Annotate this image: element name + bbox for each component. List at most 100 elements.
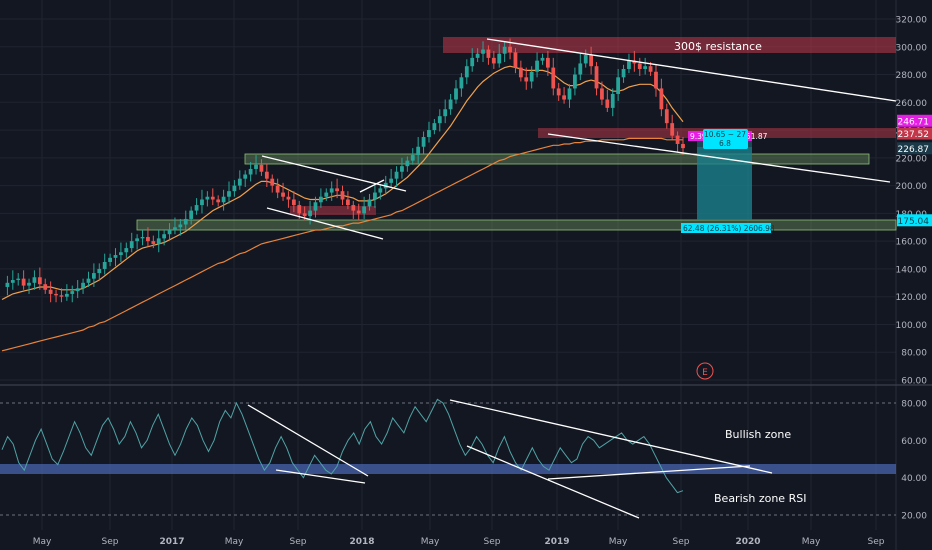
time-tick-label: May [802, 537, 821, 547]
candle-body [616, 77, 621, 94]
price-tick-label: 300.00 [896, 43, 928, 53]
candle-body [573, 74, 577, 89]
rsi-trendline-2019-low [466, 445, 640, 519]
time-tick-label: 2020 [735, 537, 760, 547]
earnings-label: E [702, 368, 708, 378]
ma-slow-line [1, 137, 683, 352]
candle-body [313, 202, 318, 211]
price-label: 246.71 [898, 117, 930, 127]
rsi-pane: Bullish zone Bearish zone RSI [0, 398, 896, 519]
trendline-2018-flag [359, 179, 385, 193]
candle-body [108, 257, 112, 262]
candle-body [97, 268, 102, 274]
candle-body [416, 146, 421, 156]
candle-body [286, 196, 291, 200]
time-tick-label: Sep [102, 537, 119, 547]
price-label: 175.04 [898, 217, 930, 227]
candle-body [162, 234, 167, 239]
candle-body [475, 53, 480, 58]
candle-body [324, 192, 329, 197]
small-zone-2018 [290, 206, 376, 215]
price-tick-label: 120.00 [896, 293, 928, 303]
time-tick-label: Sep [868, 537, 885, 547]
candle-body [281, 192, 285, 197]
price-label-box [897, 114, 932, 127]
candle-body [243, 174, 248, 179]
earnings-icon[interactable] [696, 362, 714, 380]
candle-body [291, 199, 296, 206]
measure-mid-label: 10.65 ~ 27 [704, 130, 746, 139]
candle-body [318, 196, 323, 203]
candle-body [627, 60, 631, 69]
candle-body [270, 178, 275, 186]
candle-body [675, 135, 680, 144]
time-tick-label: May [421, 537, 440, 547]
rsi-trendline-2017-a [247, 404, 369, 477]
time-tick-label: May [609, 537, 628, 547]
candle-body [654, 71, 658, 89]
candle-body [86, 278, 91, 283]
time-tick-label: Sep [673, 537, 690, 547]
candle-body [129, 241, 134, 249]
support-zone-175 [136, 219, 897, 231]
rsi-trendline-2017-b [275, 469, 366, 484]
candle-body [670, 123, 675, 136]
rsi-line [1, 398, 684, 494]
price-tick-label: 320.00 [896, 16, 928, 26]
candle-body [556, 88, 561, 96]
candle-body [216, 199, 221, 203]
candles [5, 38, 685, 303]
candle-body [529, 71, 534, 82]
bearish-zone-label: Bearish zone RSI [714, 492, 806, 505]
candle-body [610, 93, 615, 108]
candle-body [513, 52, 518, 68]
candle-body [237, 178, 242, 186]
candle-body [102, 261, 107, 269]
trendline-2017-lower [266, 207, 384, 240]
candle-body [637, 63, 642, 69]
candle-body [227, 191, 231, 197]
candle-body [421, 137, 426, 147]
candle-body [346, 199, 350, 206]
candle-body [173, 227, 177, 231]
candle-body [183, 218, 188, 225]
candle-body [681, 143, 685, 149]
rsi-axis[interactable]: 80.00 60.00 40.00 20.00 [901, 400, 927, 522]
earnings-marker[interactable]: E [696, 362, 714, 380]
candle-body [146, 236, 150, 242]
candle-body [16, 278, 21, 281]
candle-body [491, 57, 496, 64]
time-axis[interactable]: May Sep 2017 May Sep 2018 May Sep 2019 May Sep 2020… [33, 537, 885, 547]
candle-body [54, 293, 58, 296]
candle-body [351, 205, 356, 211]
candle-body [562, 95, 566, 100]
candle-body [81, 282, 85, 289]
candle-body [600, 88, 604, 100]
price-label-box [897, 127, 932, 140]
candle-body [329, 188, 334, 193]
candle-body [448, 99, 453, 110]
time-tick-label: May [225, 537, 244, 547]
candle-body [362, 206, 367, 214]
trendlines [261, 38, 897, 240]
time-tick-label: 2018 [349, 537, 374, 547]
time-tick-label: 2019 [544, 537, 569, 547]
candle-body [486, 49, 491, 58]
candle-body [356, 210, 361, 214]
candle-body [32, 277, 37, 283]
candle-body [10, 280, 15, 283]
price-tick-label: 220.00 [896, 154, 928, 164]
candle-body [48, 289, 53, 294]
price-tick-label: 200.00 [896, 182, 928, 192]
candle-body [151, 241, 156, 244]
candle-body [643, 66, 648, 69]
candle-body [605, 99, 610, 108]
candle-body [113, 255, 118, 258]
price-tick-label: 160.00 [896, 238, 928, 248]
measure-box-down [697, 147, 752, 220]
candle-body [124, 248, 129, 253]
candle-body [264, 171, 269, 179]
trendline-upper-channel [486, 38, 897, 102]
rsi-neutral-band [0, 464, 896, 474]
